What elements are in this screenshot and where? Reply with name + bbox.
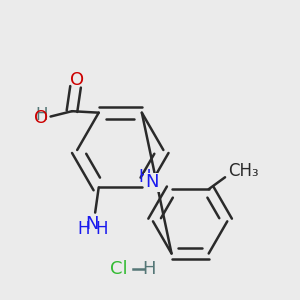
Text: O: O xyxy=(70,71,84,89)
Text: Cl: Cl xyxy=(110,260,128,278)
Text: H: H xyxy=(35,106,48,124)
Text: H: H xyxy=(95,220,108,238)
Text: CH₃: CH₃ xyxy=(228,162,259,180)
Text: H: H xyxy=(143,260,156,278)
Text: O: O xyxy=(34,109,48,127)
Text: H: H xyxy=(138,168,151,186)
Text: N: N xyxy=(85,215,99,233)
Text: N: N xyxy=(145,173,159,191)
Text: H: H xyxy=(77,220,89,238)
